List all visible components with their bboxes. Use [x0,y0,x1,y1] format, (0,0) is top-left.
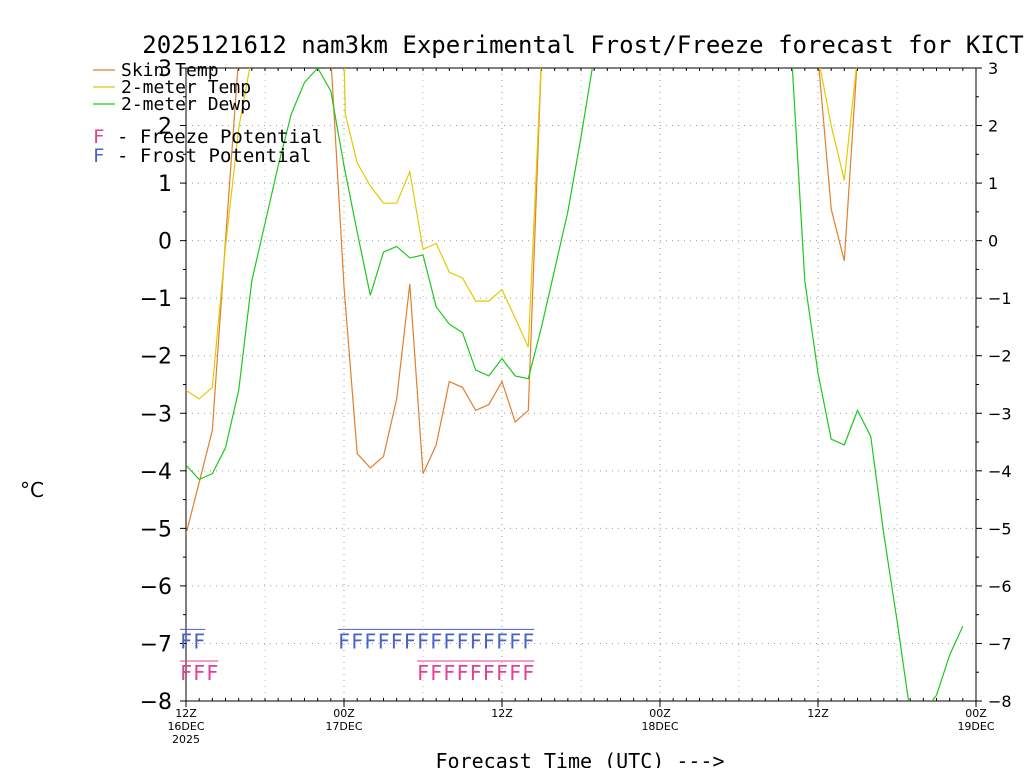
y-axis-left: 3 2 1 0 −1 −2 −3 −4 −5 −6 −7 −8 [140,57,186,715]
y-tick-label-left-7: −4 [140,460,172,485]
y-tick-label-left-10: −7 [140,632,172,657]
series-line-2-meter-dewp-0 [186,68,593,481]
y-tick-label-right-8: −5 [988,519,1012,538]
y-tick-label-right-11: −8 [988,692,1012,711]
y-tick-label-left-6: −3 [140,402,172,427]
freeze-flag-letter: F [206,661,218,685]
freeze-flag-letter: F [443,661,455,685]
series-line-2-meter-temp-2 [819,68,857,181]
y-tick-label-left-2: 1 [158,172,172,197]
frost-flag-letter: F [180,629,192,653]
frost-flag-letter: F [338,629,350,653]
x-tick-label-3-1: 18DEC [641,720,678,733]
series-line-skin-temp-1 [330,68,542,474]
x-tick-label-0-1: 16DEC [167,720,204,733]
x-tick-label-0-2: 2025 [172,733,200,746]
series-group [186,68,964,701]
y-axis-label: °C [20,478,44,502]
x-tick-label-1-0: 00Z [333,707,355,720]
freeze-flag-letter: F [417,661,429,685]
frost-flag-letter: F [417,629,429,653]
y-tick-label-left-3: 0 [158,230,172,255]
legend-label-2: 2-meter Dewp [121,94,251,115]
series-line-skin-temp-2 [818,68,858,261]
freeze-flag-letter: F [193,661,205,685]
freeze-flag-letter: F [522,661,534,685]
x-tick-label-0-0: 12Z [175,707,197,720]
frost-flag-letter: F [456,629,468,653]
freeze-flag-letter: F [430,661,442,685]
x-axis-label: Forecast Time (UTC) ---> [436,749,725,768]
x-tick-label-5-0: 00Z [965,707,987,720]
y-axis-right: 3 2 1 0 −1 −2 −3 −4 −5 −6 −7 −8 [976,59,1012,711]
legend-label-0: Skin Temp [121,60,219,81]
x-tick-label-4-0: 12Z [807,707,829,720]
y-tick-label-left-1: 2 [158,115,172,140]
potential-flags: F F F F F F F F F F F F F F F F FF F F F F F F F F F F F [180,628,534,685]
frost-flag-letter: F [351,629,363,653]
freeze-flag-letter: F [496,661,508,685]
y-tick-label-left-0: 3 [158,57,172,82]
freeze-flag-letter: F [509,661,521,685]
series-line-2-meter-temp-0 [186,68,251,400]
y-tick-label-right-5: −2 [988,347,1012,366]
y-tick-label-right-7: −4 [988,462,1012,481]
series-line-skin-temp-0 [186,68,239,535]
frost-flag-letter: F [443,629,455,653]
y-tick-label-left-4: −1 [140,287,172,312]
frost-flag-letter: F [377,629,389,653]
freeze-flag-letter: F [483,661,495,685]
frost-flag-letter: F [496,629,508,653]
y-tick-label-right-1: 2 [988,117,998,136]
y-tick-label-left-5: −2 [140,345,172,370]
flag-legend-label-1: - Frost Potential [117,145,311,167]
y-tick-label-right-3: 0 [988,232,998,251]
legend-label-1: 2-meter Temp [121,77,251,98]
y-tick-label-left-9: −6 [140,575,172,600]
y-tick-label-right-4: −1 [988,289,1012,308]
freeze-flag-letter: F [456,661,468,685]
frost-flag-letter: F [404,629,416,653]
freeze-flag-letter: F [180,661,192,685]
x-tick-label-3-0: 00Z [649,707,671,720]
y-tick-label-right-2: 1 [988,174,998,193]
y-tick-label-left-11: −8 [140,690,172,715]
x-tick-label-2-0: 12Z [491,707,513,720]
x-tick-label-5-1: 19DEC [957,720,994,733]
frost-flag-letter: F [430,629,442,653]
y-tick-label-left-8: −5 [140,517,172,542]
frost-flag-letter: F [391,629,403,653]
x-tick-label-1-1: 17DEC [325,720,362,733]
frost-flag-letter: F [193,629,205,653]
y-tick-label-right-0: 3 [988,59,998,78]
frost-flag-letter: F [483,629,495,653]
frost-flag-letter: F [470,629,482,653]
y-tick-label-right-9: −6 [988,577,1012,596]
frost-flag-letter: F [522,629,534,653]
flag-legend-letter-0: F [93,126,104,148]
frost-flag-letter: F [364,629,376,653]
chart-title: 2025121612 nam3km Experimental Frost/Fre… [142,31,1023,59]
freeze-flag-letter: F [470,661,482,685]
flag-legend-label-0: - Freeze Potential [117,126,323,148]
y-tick-label-right-6: −3 [988,404,1012,423]
flag-legend-letter-1: F [93,145,104,167]
series-line-2-meter-temp-1 [343,68,542,348]
frost-flag-letter: F [509,629,521,653]
series-line-2-meter-dewp-1 [791,68,964,701]
y-tick-label-right-10: −7 [988,634,1012,653]
